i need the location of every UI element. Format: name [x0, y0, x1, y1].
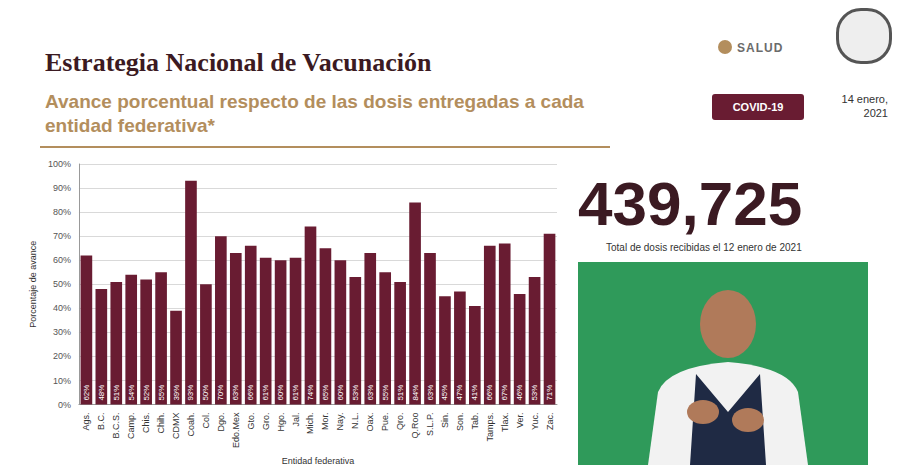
svg-text:51%: 51% — [112, 385, 121, 401]
svg-text:Dgo.: Dgo. — [216, 413, 226, 432]
html-text:Total de dosis recibidas el 12: Total de dosis recibidas el 12 enero de … — [606, 242, 802, 253]
svg-text:70%: 70% — [216, 385, 225, 401]
svg-text:51%: 51% — [396, 385, 405, 401]
svg-text:Tab.: Tab. — [470, 413, 480, 430]
svg-text:40%: 40% — [53, 303, 71, 313]
svg-text:10%: 10% — [53, 376, 71, 386]
svg-text:S.L.P.: S.L.P. — [425, 413, 435, 436]
svg-text:50%: 50% — [53, 279, 71, 289]
svg-text:Hgo.: Hgo. — [276, 413, 286, 432]
svg-text:Tlax.: Tlax. — [500, 413, 510, 433]
svg-text:Chih.: Chih. — [156, 413, 166, 434]
svg-text:Qro.: Qro. — [395, 413, 405, 431]
svg-text:Ags.: Ags. — [81, 413, 91, 431]
svg-text:Col.: Col. — [201, 413, 211, 429]
svg-text:Edo.Mex: Edo.Mex — [231, 412, 241, 448]
svg-text:66%: 66% — [246, 385, 255, 401]
html-text:14 enero, 2021: 14 enero, 2021 — [841, 93, 888, 119]
svg-text:65%: 65% — [321, 385, 330, 401]
svg-text:Gto.: Gto. — [246, 413, 256, 430]
svg-text:90%: 90% — [53, 183, 71, 193]
svg-text:55%: 55% — [381, 385, 390, 401]
svg-text:61%: 61% — [291, 385, 300, 401]
svg-text:30%: 30% — [53, 327, 71, 337]
svg-text:0%: 0% — [58, 400, 71, 410]
svg-text:50%: 50% — [201, 385, 210, 401]
svg-text:53%: 53% — [530, 385, 539, 401]
svg-text:Coah.: Coah. — [186, 413, 196, 437]
svg-text:Pue.: Pue. — [380, 413, 390, 432]
svg-text:Entidad federativa: Entidad federativa — [282, 456, 355, 466]
svg-text:84%: 84% — [411, 385, 420, 401]
svg-text:Oax.: Oax. — [365, 413, 375, 432]
svg-text:80%: 80% — [53, 207, 71, 217]
svg-text:60%: 60% — [53, 255, 71, 265]
svg-text:Zac.: Zac. — [545, 413, 555, 431]
html-text:SALUD: SALUD — [737, 41, 784, 55]
svg-text:Tamps.: Tamps. — [485, 413, 495, 442]
svg-text:60%: 60% — [276, 385, 285, 401]
svg-text:41%: 41% — [470, 385, 479, 401]
svg-text:47%: 47% — [455, 385, 464, 401]
html-text:Estrategia Nacional de Vacunac: Estrategia Nacional de Vacunación — [45, 48, 432, 77]
svg-text:Gro.: Gro. — [261, 413, 271, 431]
svg-text:B.C.: B.C. — [96, 413, 106, 431]
svg-text:54%: 54% — [127, 385, 136, 401]
svg-text:71%: 71% — [545, 385, 554, 401]
svg-text:70%: 70% — [53, 231, 71, 241]
svg-text:Yuc.: Yuc. — [530, 413, 540, 431]
svg-text:Son.: Son. — [455, 413, 465, 432]
svg-text:20%: 20% — [53, 351, 71, 361]
svg-text:66%: 66% — [485, 385, 494, 401]
svg-text:CDMX: CDMX — [171, 413, 181, 440]
svg-text:46%: 46% — [515, 385, 524, 401]
svg-text:Nay.: Nay. — [335, 413, 345, 431]
svg-text:48%: 48% — [97, 385, 106, 401]
svg-text:Mor.: Mor. — [320, 413, 330, 431]
svg-text:N.L.: N.L. — [350, 413, 360, 430]
svg-text:93%: 93% — [186, 385, 195, 401]
svg-text:63%: 63% — [366, 385, 375, 401]
svg-text:Porcentaje de avance: Porcentaje de avance — [28, 241, 38, 328]
svg-text:Jal.: Jal. — [291, 413, 301, 427]
html-text:COVID-19: COVID-19 — [732, 101, 784, 113]
svg-text:Mich.: Mich. — [305, 413, 315, 435]
svg-text:Chis.: Chis. — [141, 413, 151, 434]
svg-text:Camp.: Camp. — [126, 413, 136, 440]
svg-text:63%: 63% — [426, 385, 435, 401]
html-text:439,725: 439,725 — [578, 169, 803, 238]
svg-text:Q.Roo: Q.Roo — [410, 413, 420, 439]
svg-text:52%: 52% — [142, 385, 151, 401]
svg-text:Sin.: Sin. — [440, 413, 450, 429]
svg-text:100%: 100% — [48, 159, 71, 169]
svg-text:74%: 74% — [306, 385, 315, 401]
svg-text:62%: 62% — [82, 385, 91, 401]
html-text:Avance porcentual respecto de: Avance porcentual respecto de las dosis … — [45, 91, 584, 136]
svg-text:55%: 55% — [157, 385, 166, 401]
svg-text:61%: 61% — [261, 385, 270, 401]
svg-text:B.C.S.: B.C.S. — [111, 413, 121, 439]
svg-text:60%: 60% — [336, 385, 345, 401]
svg-text:63%: 63% — [231, 385, 240, 401]
svg-text:Ver.: Ver. — [515, 413, 525, 429]
svg-text:45%: 45% — [440, 385, 449, 401]
svg-text:39%: 39% — [172, 385, 181, 401]
svg-text:67%: 67% — [500, 385, 509, 401]
svg-text:53%: 53% — [351, 385, 360, 401]
